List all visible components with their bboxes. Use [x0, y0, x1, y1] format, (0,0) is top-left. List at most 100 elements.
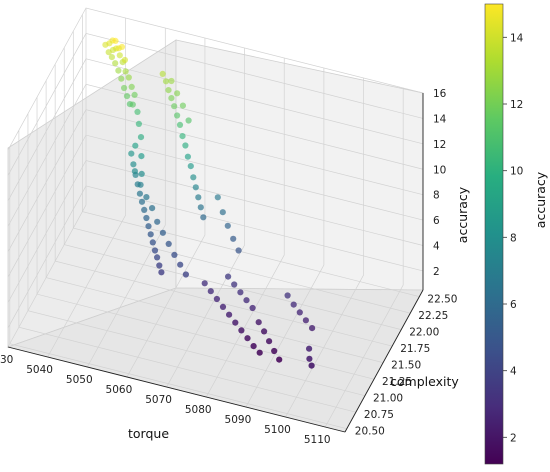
- z-gridline: [7, 134, 424, 278]
- scatter-point: [115, 45, 122, 52]
- scatter-point: [224, 222, 231, 229]
- y-gridline: [18, 130, 356, 413]
- x-gridline: [86, 28, 166, 368]
- scatter-point: [243, 297, 250, 304]
- scatter-point: [179, 133, 186, 140]
- scatter-point: [123, 93, 131, 100]
- colorbar-ticks: 2 4 6 8 10 12 14: [503, 32, 524, 444]
- scatter-point: [159, 70, 166, 77]
- scatter-point: [138, 153, 145, 160]
- x-tick-label: 5060: [106, 384, 133, 396]
- z-gridline: [7, 58, 424, 202]
- scatter-point: [147, 231, 154, 238]
- y-gridline: [27, 113, 366, 397]
- scatter-point: [250, 343, 257, 350]
- z-tick-label: 12: [433, 139, 446, 151]
- scatter-point: [112, 60, 119, 67]
- y-tick-label: 22.25: [418, 310, 448, 322]
- scatter-point: [230, 235, 237, 242]
- scatter-point: [130, 161, 137, 168]
- scatter-point: [137, 181, 144, 188]
- scatter-point: [177, 261, 184, 268]
- z-gridline: [7, 7, 424, 151]
- x-tick-label: 5030: [0, 354, 13, 366]
- scatter-points: [102, 37, 316, 369]
- y-tick-label: 21.00: [373, 393, 403, 405]
- scatter-point: [125, 74, 132, 81]
- scatter-point: [138, 170, 145, 177]
- x-gridline: [126, 38, 206, 378]
- scatter-point: [165, 240, 172, 247]
- y-axis-label: complexity: [390, 374, 459, 389]
- scatter-point: [261, 328, 268, 335]
- colorbar-tick-label: 14: [510, 32, 524, 44]
- x-tick-label: 5070: [145, 394, 172, 406]
- y-axis-line: [344, 289, 424, 433]
- x-gridline: [324, 88, 404, 428]
- scatter-point: [137, 134, 145, 141]
- scatter-point: [158, 269, 165, 276]
- x-gridline: [166, 48, 245, 388]
- scatter-point: [182, 271, 189, 278]
- scatter-point: [108, 54, 115, 61]
- scatter-point: [174, 90, 181, 97]
- x-tick-label: 5080: [185, 404, 212, 416]
- scatter-point: [213, 295, 220, 303]
- scatter-point: [296, 309, 303, 316]
- scatter-point: [197, 204, 204, 211]
- scatter-point: [302, 317, 309, 324]
- scatter-point: [184, 153, 191, 160]
- scatter-point: [134, 108, 141, 115]
- scatter-point: [138, 198, 146, 205]
- scatter-point: [237, 289, 244, 296]
- colorbar-tick-label: 12: [510, 99, 523, 111]
- scatter-point: [219, 303, 227, 310]
- scatter-point: [238, 327, 245, 334]
- scatter-point: [290, 301, 297, 308]
- scatter-point: [102, 41, 109, 48]
- scatter-point: [159, 229, 166, 236]
- scatter-point: [105, 49, 112, 56]
- scatter-point: [219, 209, 226, 216]
- scatter-point: [131, 91, 138, 98]
- scatter-point: [309, 325, 316, 332]
- scatter-point: [214, 194, 221, 201]
- scatter-point: [118, 75, 125, 82]
- scatter-point: [115, 67, 122, 74]
- scatter-point: [174, 112, 181, 119]
- z-gridline: [7, 185, 424, 329]
- y-gridline: [45, 80, 384, 363]
- scatter-point: [112, 37, 119, 45]
- scatter-point: [226, 311, 233, 318]
- colorbar-tick-label: 8: [510, 232, 517, 244]
- x-gridline: [47, 18, 126, 358]
- x-tick-labels: 5030 5040 5050 5060 5070 5080 5090 5100 5110: [0, 354, 331, 446]
- scatter-point: [235, 247, 242, 254]
- colorbar-label: accuracy: [533, 171, 548, 228]
- scatter-point: [192, 184, 199, 191]
- y-tick-label: 21.25: [382, 376, 412, 388]
- z-gridline: [7, 160, 424, 303]
- y-tick-label: 20.75: [364, 409, 394, 421]
- scatter-point: [121, 56, 128, 64]
- z-tick-label: 8: [433, 190, 440, 202]
- x-tick-label: 5040: [26, 364, 53, 376]
- z-tick-label: 16: [433, 88, 447, 100]
- scatter-point: [135, 120, 142, 127]
- z-tick-label: 6: [433, 215, 440, 227]
- scatter-point: [182, 142, 189, 149]
- y-gridline: [63, 47, 402, 330]
- y-tick-labels: 20.50 20.75 21.00 21.25 21.50 21.75 22.00 22.25…: [355, 294, 458, 438]
- scatter-point: [121, 84, 128, 92]
- scatter-point: [195, 194, 202, 201]
- scatter-point: [179, 102, 186, 109]
- scatter-point: [176, 121, 184, 128]
- grid: [7, 7, 424, 430]
- scatter-point: [132, 142, 139, 149]
- y-tick-label: 22.50: [427, 294, 457, 306]
- scatter-point: [131, 168, 138, 175]
- scatter-point: [149, 239, 156, 246]
- y-tick-label: 21.50: [391, 360, 421, 372]
- scatter-point: [255, 319, 262, 326]
